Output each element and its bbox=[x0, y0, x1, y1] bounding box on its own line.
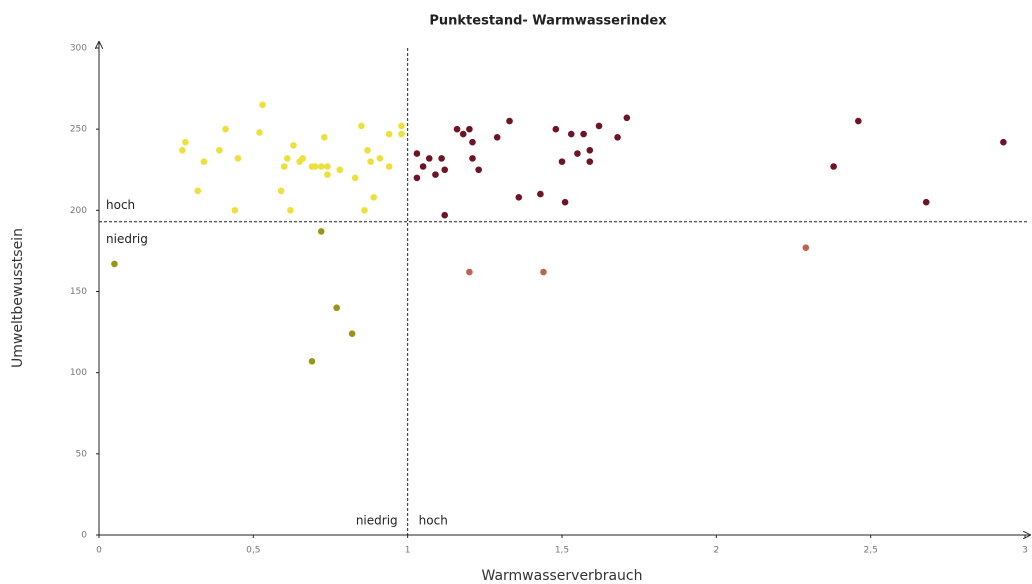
point bbox=[506, 117, 513, 125]
point bbox=[256, 129, 263, 136]
point bbox=[475, 166, 482, 174]
point bbox=[336, 166, 344, 174]
point bbox=[299, 155, 307, 162]
x-axis-label: Warmwasserverbrauch bbox=[482, 568, 643, 584]
point bbox=[425, 155, 433, 162]
point bbox=[413, 174, 421, 182]
point bbox=[552, 125, 560, 133]
point bbox=[580, 130, 587, 138]
point bbox=[385, 163, 393, 170]
point bbox=[398, 130, 405, 138]
x-tick-label: 1 bbox=[405, 546, 411, 556]
point bbox=[111, 260, 118, 268]
point bbox=[493, 133, 501, 141]
point bbox=[398, 122, 405, 130]
point bbox=[287, 207, 294, 214]
point bbox=[466, 268, 473, 276]
point bbox=[361, 207, 368, 214]
point bbox=[419, 163, 427, 170]
point bbox=[367, 158, 374, 165]
x-tick-label: 1,5 bbox=[555, 546, 569, 556]
point bbox=[333, 304, 340, 312]
y-tick-label: 300 bbox=[70, 44, 87, 54]
x-tick-label: 3 bbox=[1022, 546, 1028, 556]
point bbox=[290, 142, 297, 149]
x-tick-label: 0 bbox=[96, 546, 102, 556]
point bbox=[280, 163, 288, 170]
y-tick-label: 250 bbox=[70, 125, 87, 135]
point bbox=[453, 125, 461, 133]
point bbox=[370, 194, 378, 201]
point bbox=[614, 133, 621, 141]
point bbox=[537, 190, 544, 198]
point bbox=[459, 130, 467, 138]
x-tick-label: 2 bbox=[713, 546, 719, 556]
chart-title: Punktestand- Warmwasserindex bbox=[429, 14, 667, 29]
y-tick-label: 100 bbox=[70, 368, 87, 378]
point bbox=[216, 146, 223, 154]
point bbox=[466, 125, 473, 133]
point bbox=[469, 155, 476, 162]
quadrant-label: hoch bbox=[106, 198, 135, 212]
point bbox=[376, 155, 384, 162]
quadrant-label: niedrig bbox=[106, 232, 148, 246]
point bbox=[351, 174, 359, 182]
point bbox=[324, 171, 331, 178]
x-tick-label: 0,5 bbox=[246, 546, 260, 556]
point bbox=[540, 268, 547, 276]
point bbox=[922, 198, 930, 206]
point bbox=[574, 150, 581, 157]
point bbox=[234, 155, 242, 162]
point bbox=[385, 130, 393, 138]
point bbox=[317, 228, 325, 235]
point bbox=[179, 146, 186, 154]
point bbox=[515, 194, 523, 201]
point bbox=[469, 138, 476, 146]
point bbox=[595, 122, 603, 130]
y-axis-label: Umweltbewusstsein bbox=[10, 228, 26, 368]
point bbox=[413, 150, 421, 157]
point bbox=[364, 146, 371, 154]
point bbox=[259, 101, 266, 109]
point bbox=[194, 187, 202, 195]
point bbox=[311, 163, 319, 170]
point bbox=[623, 114, 631, 122]
point bbox=[830, 163, 837, 170]
point bbox=[324, 163, 331, 170]
y-tick-label: 200 bbox=[70, 206, 87, 216]
point bbox=[283, 155, 291, 162]
y-tick-label: 0 bbox=[81, 531, 87, 541]
point bbox=[432, 171, 439, 178]
point bbox=[441, 211, 449, 219]
point bbox=[308, 358, 316, 365]
point bbox=[586, 146, 594, 154]
point bbox=[200, 158, 208, 165]
point bbox=[561, 198, 569, 206]
point bbox=[321, 133, 328, 141]
quadrant-label: niedrig bbox=[356, 514, 398, 528]
point bbox=[1000, 138, 1007, 146]
point bbox=[348, 330, 356, 338]
point bbox=[558, 158, 566, 165]
quadrant-label: hoch bbox=[419, 514, 448, 528]
point bbox=[358, 122, 365, 130]
point bbox=[441, 166, 449, 174]
point bbox=[855, 117, 862, 125]
point bbox=[438, 155, 445, 162]
point bbox=[586, 158, 594, 165]
point bbox=[182, 138, 189, 146]
point bbox=[802, 244, 810, 251]
y-tick-label: 150 bbox=[70, 287, 87, 297]
point bbox=[231, 207, 239, 214]
point bbox=[277, 187, 285, 195]
point bbox=[567, 130, 575, 138]
point bbox=[222, 125, 229, 133]
point bbox=[317, 163, 325, 170]
x-tick-label: 2,5 bbox=[864, 546, 878, 556]
y-tick-label: 50 bbox=[76, 449, 88, 459]
